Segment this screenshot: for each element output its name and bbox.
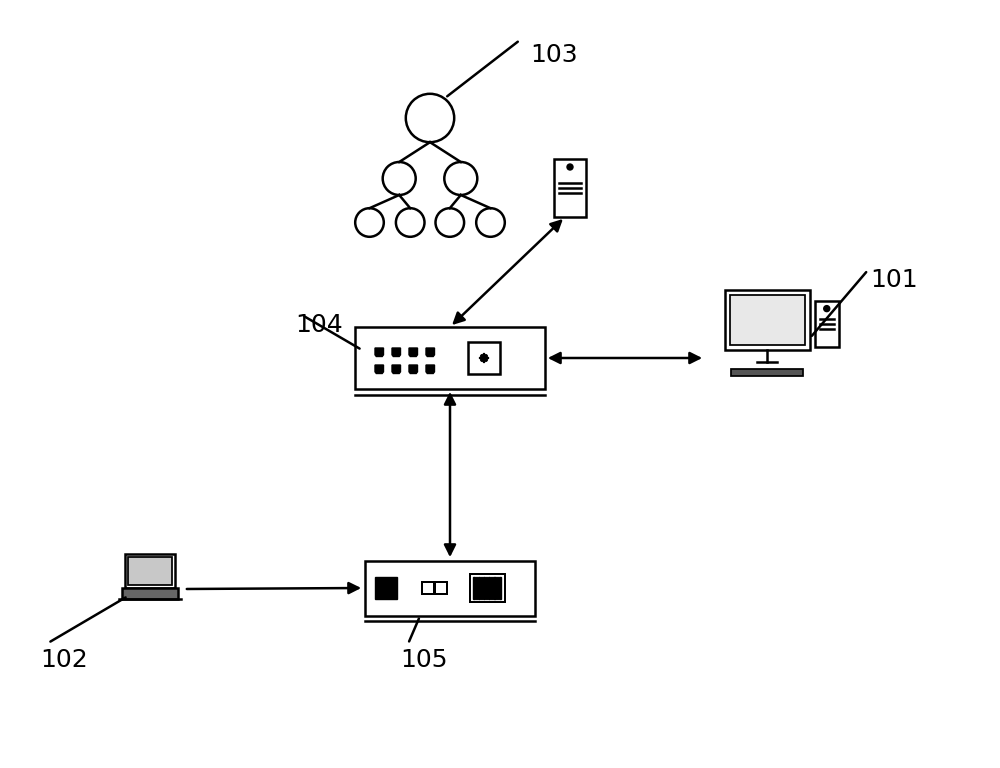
FancyBboxPatch shape bbox=[493, 577, 496, 599]
Text: 103: 103 bbox=[530, 43, 578, 67]
Text: 102: 102 bbox=[40, 648, 88, 672]
FancyBboxPatch shape bbox=[491, 577, 492, 599]
Polygon shape bbox=[426, 365, 434, 373]
Text: 105: 105 bbox=[400, 648, 448, 672]
FancyBboxPatch shape bbox=[375, 577, 397, 599]
FancyBboxPatch shape bbox=[355, 327, 545, 389]
Polygon shape bbox=[392, 348, 400, 356]
Polygon shape bbox=[375, 365, 384, 373]
FancyBboxPatch shape bbox=[128, 557, 172, 585]
FancyBboxPatch shape bbox=[478, 577, 480, 599]
FancyBboxPatch shape bbox=[488, 577, 490, 599]
FancyBboxPatch shape bbox=[473, 577, 475, 599]
FancyBboxPatch shape bbox=[476, 577, 477, 599]
FancyBboxPatch shape bbox=[725, 290, 810, 349]
FancyBboxPatch shape bbox=[422, 582, 434, 594]
FancyBboxPatch shape bbox=[731, 369, 803, 376]
FancyBboxPatch shape bbox=[435, 582, 447, 594]
FancyBboxPatch shape bbox=[468, 342, 500, 374]
FancyBboxPatch shape bbox=[486, 577, 487, 599]
Text: 101: 101 bbox=[870, 268, 918, 292]
Text: 104: 104 bbox=[295, 313, 343, 337]
Polygon shape bbox=[409, 365, 418, 373]
Polygon shape bbox=[392, 365, 400, 373]
FancyBboxPatch shape bbox=[470, 574, 505, 602]
FancyBboxPatch shape bbox=[122, 588, 178, 599]
FancyBboxPatch shape bbox=[483, 577, 485, 599]
Polygon shape bbox=[426, 348, 434, 356]
FancyBboxPatch shape bbox=[497, 577, 498, 599]
Circle shape bbox=[824, 306, 830, 312]
Polygon shape bbox=[409, 348, 418, 356]
FancyBboxPatch shape bbox=[125, 554, 175, 588]
Circle shape bbox=[567, 164, 573, 170]
FancyBboxPatch shape bbox=[481, 577, 482, 599]
FancyBboxPatch shape bbox=[730, 295, 805, 345]
FancyBboxPatch shape bbox=[554, 159, 586, 217]
FancyBboxPatch shape bbox=[499, 577, 501, 599]
FancyBboxPatch shape bbox=[365, 561, 535, 615]
Polygon shape bbox=[375, 348, 384, 356]
FancyBboxPatch shape bbox=[815, 300, 839, 347]
